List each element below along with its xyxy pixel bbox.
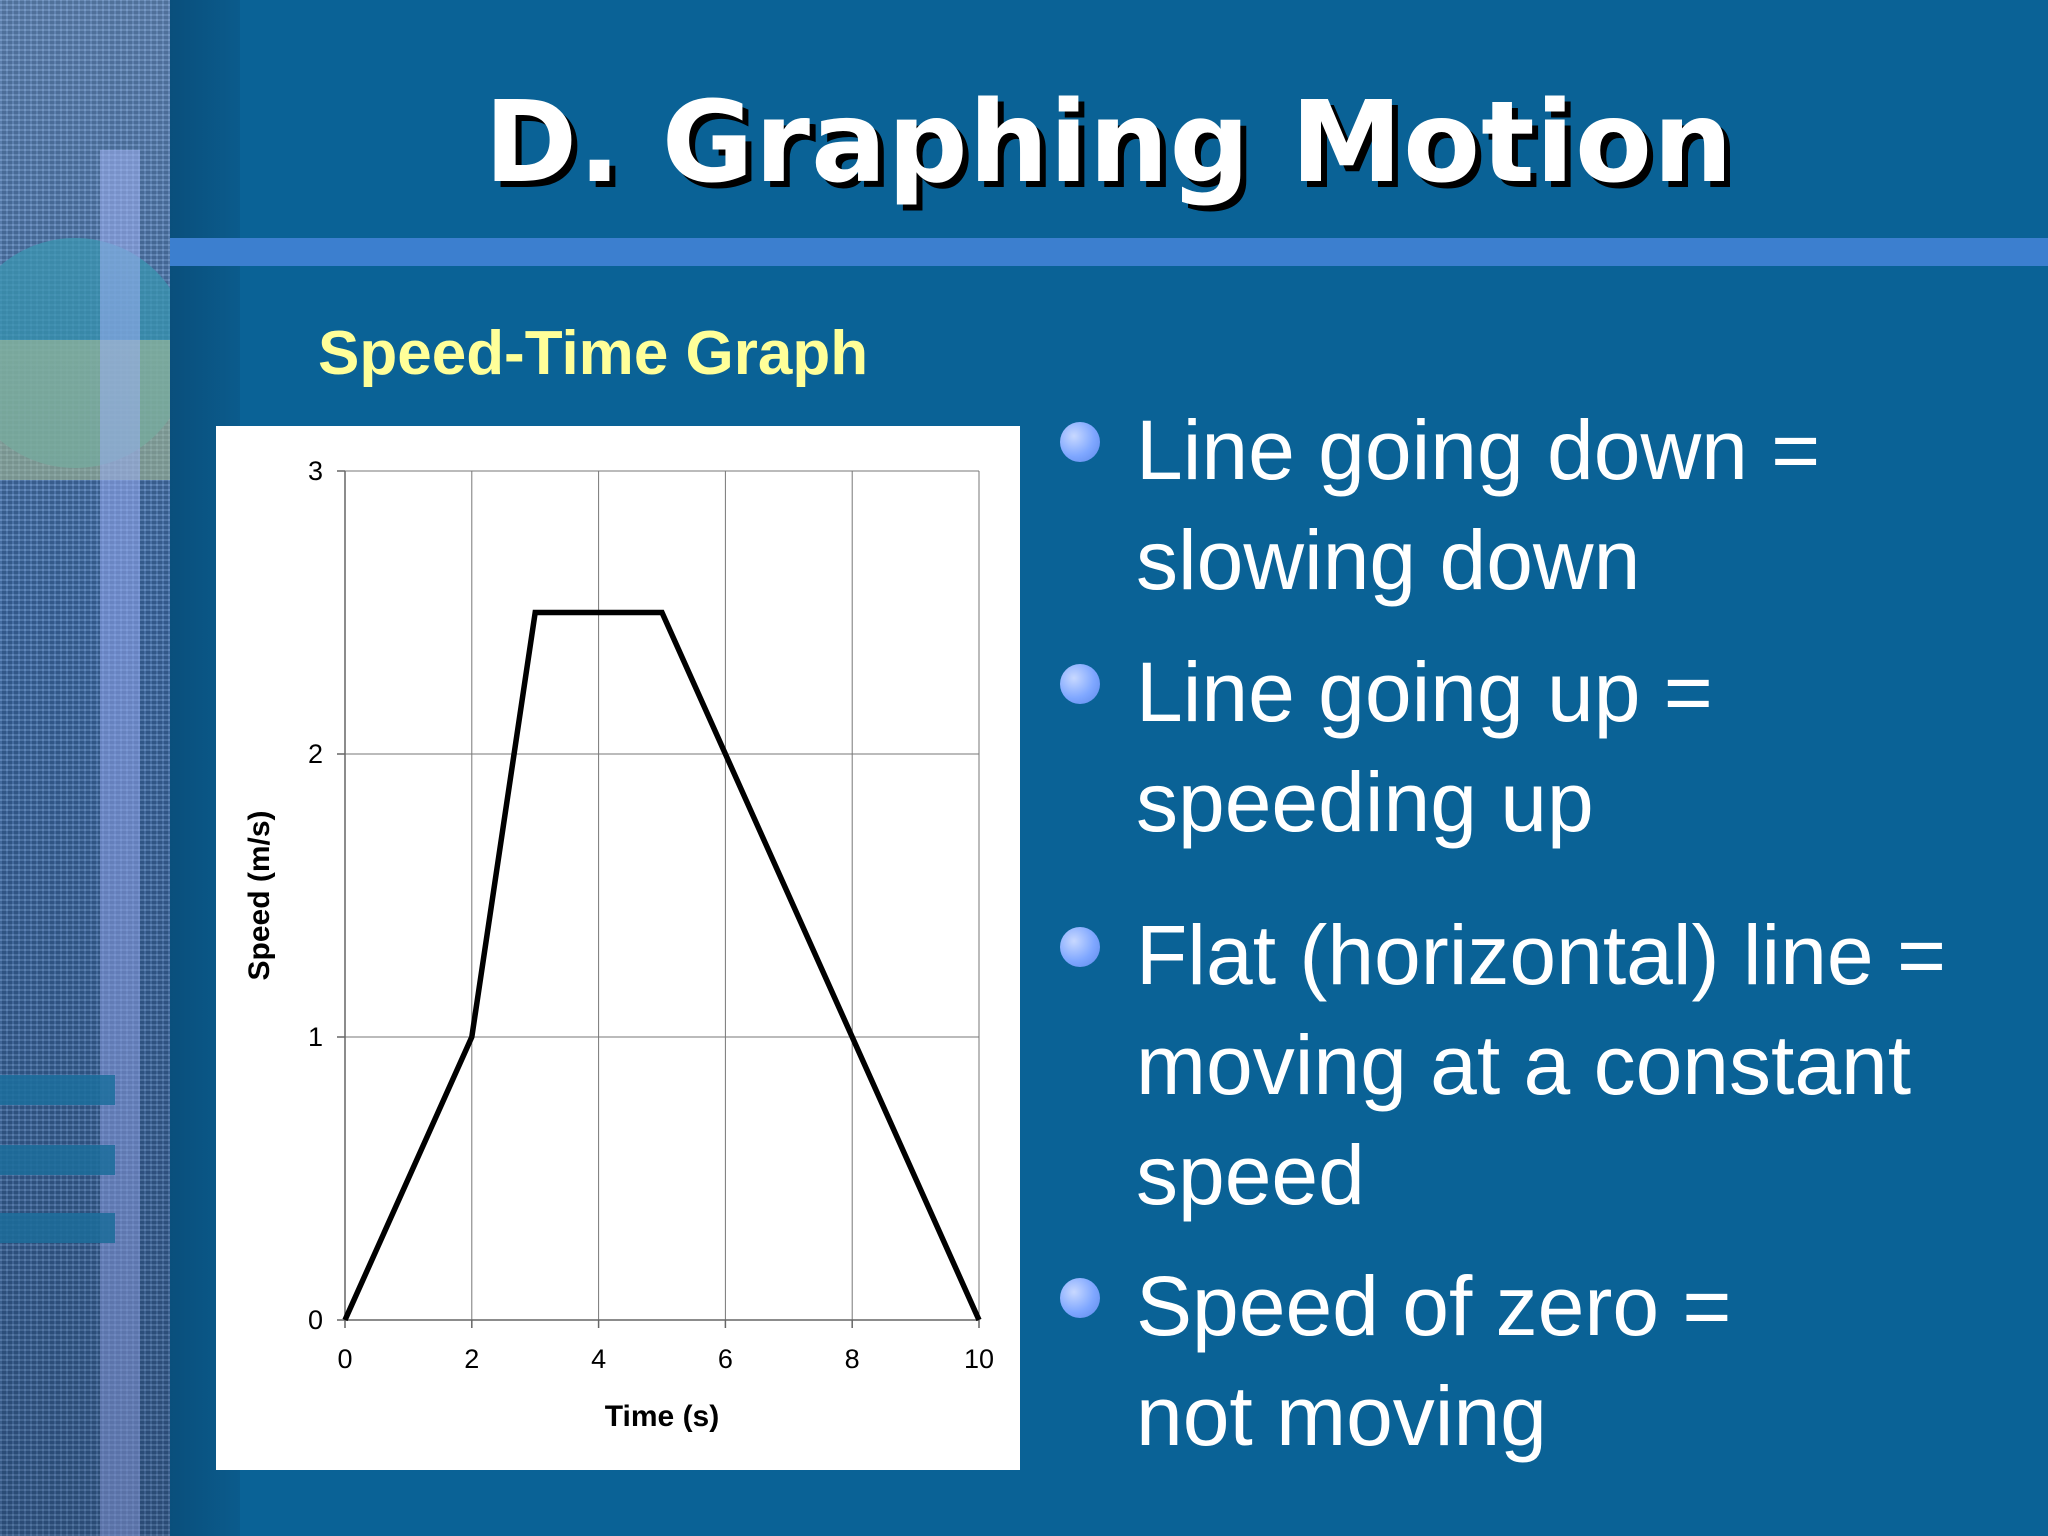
bullet-dot-icon [1060, 927, 1100, 967]
bullet-dot-icon [1060, 664, 1100, 704]
bullet-line: Speed of zero = [1136, 1259, 1732, 1353]
x-tick-label: 6 [718, 1344, 733, 1374]
bullet-text: Line going down = slowing down [1136, 395, 2046, 615]
x-tick-label: 0 [337, 1344, 352, 1374]
decorative-stripe [0, 1145, 115, 1175]
bullet-line: Line going down = [1136, 403, 1821, 497]
decorative-vertical-bar [100, 150, 140, 1536]
x-axis-label: Time (s) [605, 1400, 719, 1433]
x-tick-label: 2 [464, 1344, 479, 1374]
chart-heading: Speed-Time Graph [318, 319, 869, 388]
bullet-line: moving at a constant [1136, 1018, 1912, 1112]
decorative-fabric-panel [0, 0, 170, 1536]
speed-time-chart: 0 2 4 6 8 10 0 1 2 3 Time (s) Speed (m/s) [216, 426, 1020, 1470]
y-tick-label: 3 [308, 456, 323, 486]
speed-series-line [342, 609, 982, 1322]
bullet-text: Speed of zero = not moving [1136, 1251, 2046, 1471]
x-tick-label: 8 [845, 1344, 860, 1374]
decorative-stripe [0, 1213, 115, 1243]
bullet-text: Line going up = speeding up [1136, 637, 2046, 857]
bullet-dot-icon [1060, 422, 1100, 462]
bullet-dot-icon [1060, 1278, 1100, 1318]
x-tick-label: 10 [964, 1344, 994, 1374]
y-tick-label: 1 [308, 1022, 323, 1052]
chart-svg: 0 2 4 6 8 10 0 1 2 3 Time (s) Speed (m/s) [243, 456, 994, 1433]
decorative-band [0, 340, 170, 480]
y-tick-label: 2 [308, 739, 323, 769]
x-tick-label: 4 [591, 1344, 606, 1374]
title-underline-bar [170, 238, 2048, 266]
decorative-shade [0, 0, 170, 1536]
decorative-stripe [0, 1075, 115, 1105]
bullet-line: slowing down [1136, 513, 1641, 607]
y-axis-label: Speed (m/s) [243, 810, 276, 980]
bullet-line: Flat (horizontal) line = [1136, 908, 1947, 1002]
bullet-line: not moving [1136, 1369, 1547, 1463]
bullet-line: speeding up [1136, 755, 1594, 849]
y-tick-label: 0 [308, 1305, 323, 1335]
slide-title: D. Graphing Motion [484, 78, 1734, 208]
bullet-line: Line going up = [1136, 645, 1713, 739]
bullet-text: Flat (horizontal) line = moving at a con… [1136, 900, 2046, 1230]
bullet-line: speed [1136, 1128, 1365, 1222]
